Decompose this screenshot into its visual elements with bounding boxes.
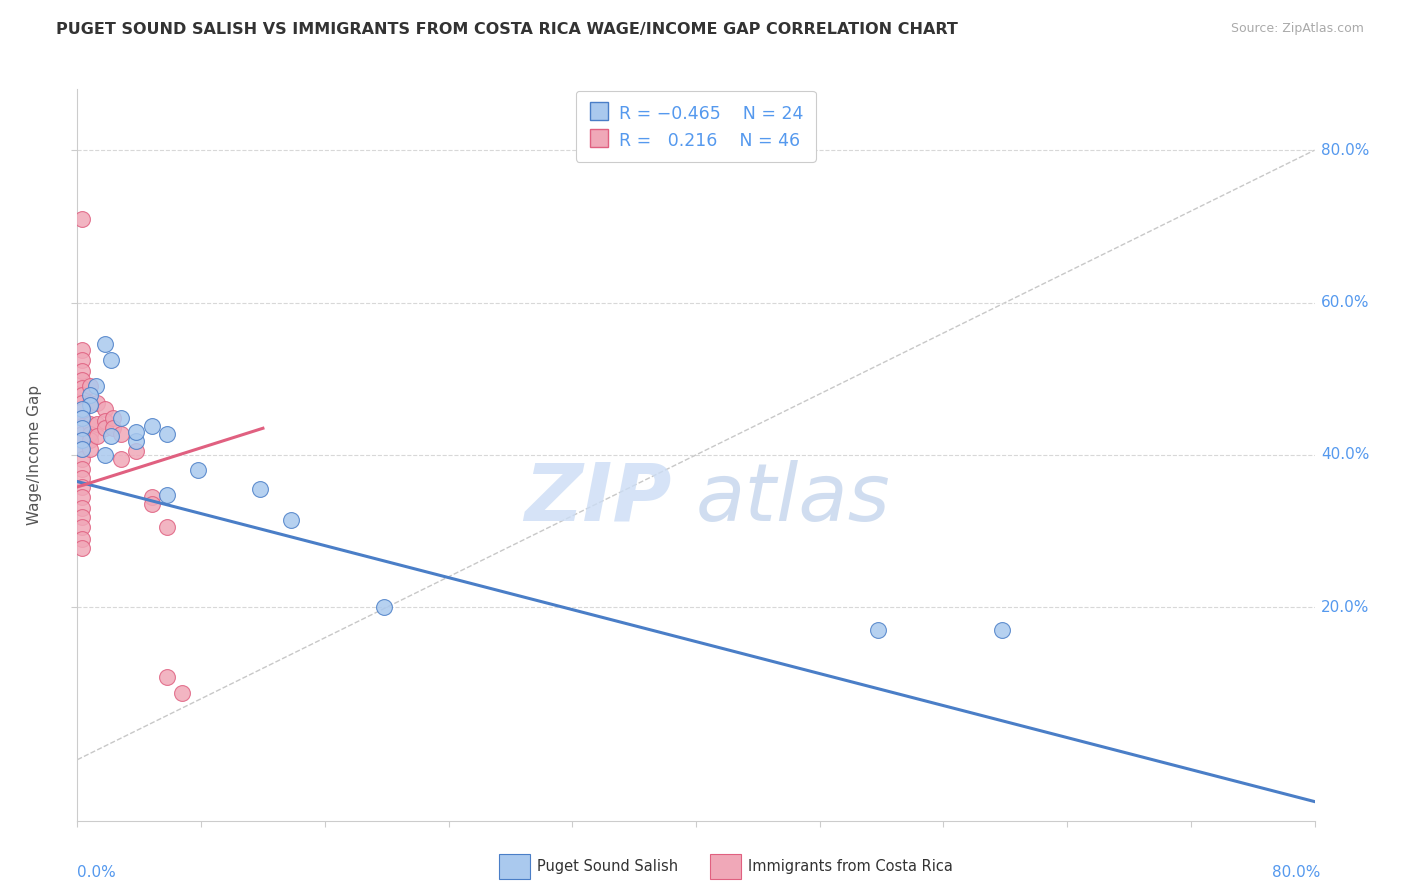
Point: [70, 442, 93, 456]
Point: [70, 388, 93, 402]
Point: [70, 426, 93, 441]
Text: 20.0%: 20.0%: [1320, 599, 1369, 615]
Point: [156, 670, 179, 684]
Point: [70, 461, 93, 475]
Point: [70, 510, 93, 524]
Text: ZIP: ZIP: [524, 459, 671, 538]
Point: [70, 421, 93, 435]
Point: [79, 433, 101, 447]
Point: [110, 426, 132, 441]
Point: [141, 419, 163, 434]
Point: [868, 623, 890, 637]
Point: [86, 429, 108, 443]
Point: [86, 417, 108, 432]
Point: [100, 429, 122, 443]
Point: [70, 434, 93, 449]
Point: [70, 403, 93, 417]
Text: 80.0%: 80.0%: [1272, 864, 1320, 880]
Point: [79, 442, 101, 456]
Text: 40.0%: 40.0%: [1320, 448, 1369, 462]
Legend: R = −0.465    N = 24, R =   0.216    N = 46: R = −0.465 N = 24, R = 0.216 N = 46: [576, 91, 815, 162]
Text: 60.0%: 60.0%: [1320, 295, 1369, 310]
Point: [125, 434, 148, 449]
Point: [70, 471, 93, 485]
Point: [187, 463, 209, 477]
Text: 0.0%: 0.0%: [77, 864, 117, 880]
Point: [70, 396, 93, 410]
Point: [70, 402, 93, 417]
Point: [100, 352, 122, 367]
Point: [79, 396, 101, 410]
Text: Source: ZipAtlas.com: Source: ZipAtlas.com: [1230, 22, 1364, 36]
Point: [70, 411, 93, 425]
Point: [156, 426, 179, 441]
Text: Puget Sound Salish: Puget Sound Salish: [537, 859, 678, 873]
Point: [70, 381, 93, 395]
Point: [70, 373, 93, 387]
Point: [94, 402, 117, 417]
Point: [94, 337, 117, 351]
Point: [79, 398, 101, 412]
Text: Wage/Income Gap: Wage/Income Gap: [27, 384, 42, 525]
Point: [101, 411, 124, 425]
Point: [79, 417, 101, 432]
Point: [79, 388, 101, 402]
Text: 80.0%: 80.0%: [1320, 143, 1369, 158]
Text: PUGET SOUND SALISH VS IMMIGRANTS FROM COSTA RICA WAGE/INCOME GAP CORRELATION CHA: PUGET SOUND SALISH VS IMMIGRANTS FROM CO…: [56, 22, 957, 37]
Point: [101, 421, 124, 435]
Point: [94, 421, 117, 435]
Point: [70, 419, 93, 434]
Point: [141, 490, 163, 504]
Text: Immigrants from Costa Rica: Immigrants from Costa Rica: [748, 859, 953, 873]
Point: [110, 451, 132, 466]
Point: [70, 520, 93, 534]
Point: [110, 411, 132, 425]
Point: [280, 513, 302, 527]
Point: [125, 425, 148, 439]
Point: [172, 685, 194, 699]
Point: [70, 211, 93, 226]
Point: [79, 379, 101, 393]
Point: [156, 487, 179, 501]
Point: [94, 448, 117, 462]
Point: [84, 379, 107, 393]
Point: [70, 352, 93, 367]
Point: [156, 520, 179, 534]
Point: [79, 426, 101, 441]
Point: [70, 364, 93, 378]
Point: [373, 600, 395, 615]
Point: [249, 482, 271, 496]
Point: [70, 451, 93, 466]
Point: [70, 433, 93, 447]
Point: [86, 396, 108, 410]
Point: [70, 501, 93, 516]
Point: [70, 343, 93, 357]
Point: [141, 498, 163, 512]
Point: [70, 411, 93, 425]
Point: [70, 442, 93, 456]
Point: [70, 480, 93, 494]
Point: [991, 623, 1014, 637]
Point: [70, 541, 93, 555]
Text: atlas: atlas: [696, 459, 891, 538]
Point: [125, 444, 148, 458]
Point: [94, 414, 117, 428]
Point: [70, 532, 93, 546]
Point: [70, 490, 93, 504]
